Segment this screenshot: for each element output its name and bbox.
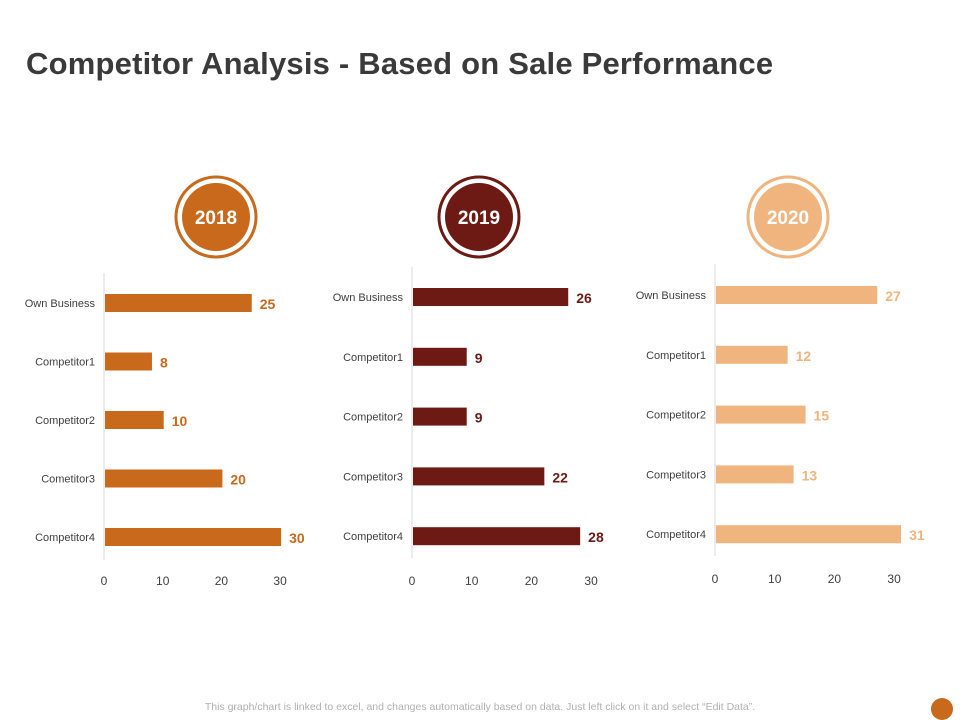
- value-label: 26: [576, 290, 592, 306]
- x-tick-label: 30: [273, 574, 287, 588]
- category-label: Own Business: [25, 298, 96, 310]
- year-badge-circle: [182, 183, 250, 251]
- bar: [413, 467, 545, 486]
- bar: [413, 347, 467, 366]
- bar: [413, 407, 467, 426]
- category-label: Competitor1: [35, 357, 95, 369]
- bar: [105, 294, 252, 312]
- bar: [413, 288, 569, 306]
- category-label: Competitor1: [343, 352, 403, 364]
- value-label: 15: [814, 408, 830, 424]
- category-label: Competitor4: [343, 531, 403, 543]
- page-title: Competitor Analysis - Based on Sale Perf…: [26, 46, 774, 81]
- x-tick-label: 20: [215, 574, 229, 588]
- bar: [413, 527, 581, 546]
- footnote: This graph/chart is linked to excel, and…: [204, 701, 756, 713]
- year-badge-ring: [437, 175, 521, 259]
- bar: [105, 528, 282, 546]
- category-label: Competitor3: [343, 471, 403, 483]
- bar: [716, 405, 806, 424]
- bar: [716, 345, 788, 364]
- value-label: 13: [802, 467, 818, 483]
- value-label: 9: [475, 350, 483, 366]
- value-label: 27: [885, 288, 901, 304]
- category-label: Competitor2: [35, 415, 95, 427]
- x-tick-label: 0: [712, 572, 719, 586]
- value-label: 9: [475, 410, 483, 426]
- value-label: 12: [796, 348, 812, 364]
- corner-dot: [931, 698, 953, 720]
- year-badge-circle: [754, 183, 822, 251]
- category-label: Own Business: [333, 292, 404, 304]
- bar: [716, 525, 902, 544]
- x-tick-label: 20: [828, 572, 842, 586]
- bar: [105, 469, 223, 488]
- bar: [716, 286, 878, 304]
- category-label: Competitor1: [646, 350, 706, 362]
- year-badge-circle: [445, 183, 513, 251]
- value-label: 31: [909, 527, 925, 543]
- bar: [105, 411, 164, 429]
- value-label: 8: [160, 355, 168, 371]
- value-label: 28: [588, 529, 604, 545]
- year-badge-label: 2018: [195, 208, 237, 229]
- value-label: 30: [289, 530, 305, 546]
- year-badge-ring: [174, 175, 258, 259]
- category-label: Competitor3: [646, 469, 706, 481]
- x-tick-label: 10: [768, 572, 782, 586]
- x-tick-label: 0: [101, 574, 108, 588]
- year-badge-label: 2020: [767, 208, 809, 229]
- year-badge-label: 2019: [458, 208, 500, 229]
- category-label: Own Business: [636, 290, 707, 302]
- value-label: 25: [260, 296, 276, 312]
- x-tick-label: 20: [525, 574, 539, 588]
- value-label: 20: [230, 472, 246, 488]
- category-label: Cometitor3: [41, 474, 95, 486]
- value-label: 10: [172, 413, 188, 429]
- value-label: 22: [552, 469, 568, 485]
- x-tick-label: 10: [156, 574, 170, 588]
- x-tick-label: 30: [887, 572, 901, 586]
- category-label: Competitor2: [646, 410, 706, 422]
- bar: [105, 352, 152, 371]
- x-tick-label: 10: [465, 574, 479, 588]
- category-label: Competitor2: [343, 412, 403, 424]
- bar: [716, 465, 794, 484]
- x-tick-label: 0: [409, 574, 416, 588]
- x-tick-label: 30: [584, 574, 598, 588]
- category-label: Competitor4: [35, 532, 95, 544]
- category-label: Competitor4: [646, 529, 706, 541]
- year-badge-ring: [746, 175, 830, 259]
